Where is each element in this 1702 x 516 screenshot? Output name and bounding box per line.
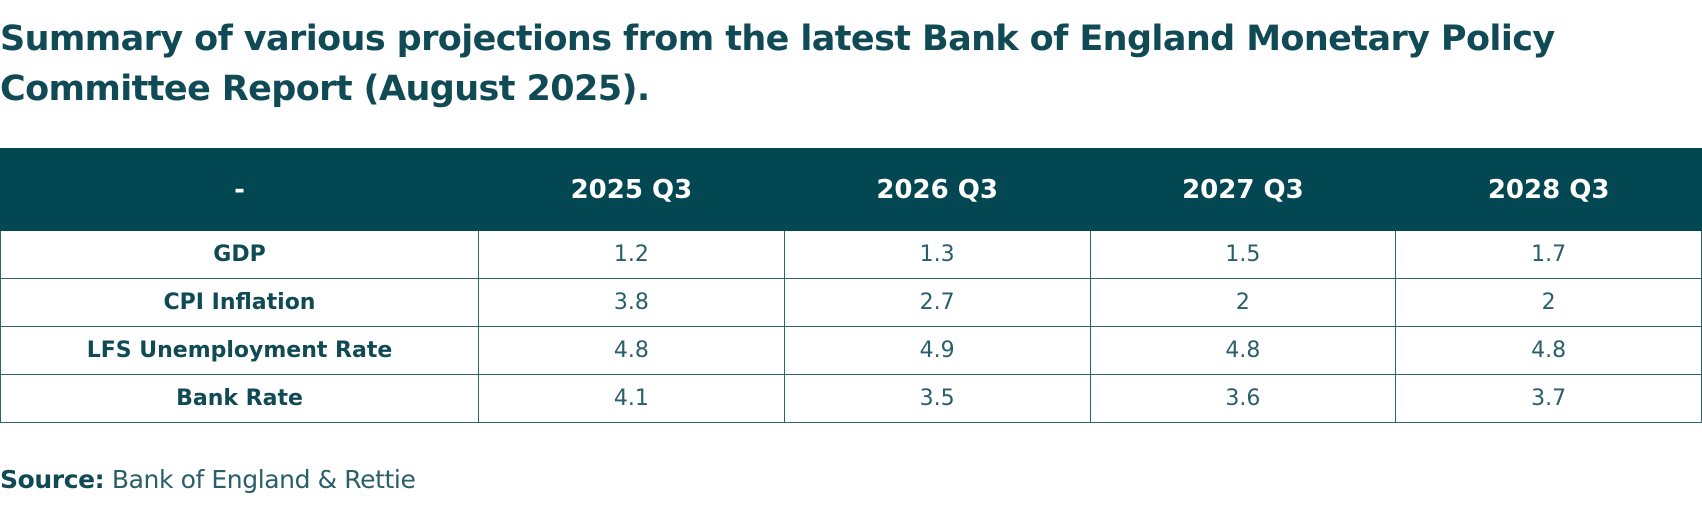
column-header: 2027 Q3	[1089, 148, 1397, 231]
table-cell: 3.5	[783, 374, 1091, 423]
table-cell: 2	[1089, 278, 1397, 327]
table-cell: 3.7	[1395, 374, 1702, 423]
projections-table: - 2025 Q3 2026 Q3 2027 Q3 2028 Q3 GDP 1.…	[0, 148, 1702, 423]
column-header: 2025 Q3	[478, 148, 785, 231]
table-cell: 1.3	[783, 230, 1091, 279]
table-row: LFS Unemployment Rate 4.8 4.9 4.8 4.8	[0, 326, 1702, 375]
table-row: GDP 1.2 1.3 1.5 1.7	[0, 230, 1702, 279]
table-cell: 4.9	[783, 326, 1091, 375]
table-header-row: - 2025 Q3 2026 Q3 2027 Q3 2028 Q3	[0, 148, 1702, 231]
table-cell: 3.6	[1089, 374, 1397, 423]
table-row: Bank Rate 4.1 3.5 3.6 3.7	[0, 374, 1702, 423]
table-cell: 3.8	[478, 278, 785, 327]
column-header: 2026 Q3	[783, 148, 1091, 231]
row-label: Bank Rate	[0, 374, 479, 423]
table-cell: 2.7	[783, 278, 1091, 327]
source-note: Source: Bank of England & Rettie	[0, 462, 416, 498]
table-cell: 2	[1395, 278, 1702, 327]
row-label: GDP	[0, 230, 479, 279]
table-cell: 4.8	[1395, 326, 1702, 375]
source-label: Source:	[0, 465, 105, 494]
table-cell: 4.8	[478, 326, 785, 375]
row-label: CPI Inflation	[0, 278, 479, 327]
table-cell: 4.8	[1089, 326, 1397, 375]
table-cell: 4.1	[478, 374, 785, 423]
source-text: Bank of England & Rettie	[111, 465, 416, 494]
table-cell: 1.7	[1395, 230, 1702, 279]
row-label: LFS Unemployment Rate	[0, 326, 479, 375]
column-header: 2028 Q3	[1395, 148, 1702, 231]
table-row: CPI Inflation 3.8 2.7 2 2	[0, 278, 1702, 327]
page-title: Summary of various projections from the …	[0, 19, 1555, 109]
table-cell: 1.2	[478, 230, 785, 279]
table-corner-cell: -	[0, 148, 479, 231]
table-cell: 1.5	[1089, 230, 1397, 279]
